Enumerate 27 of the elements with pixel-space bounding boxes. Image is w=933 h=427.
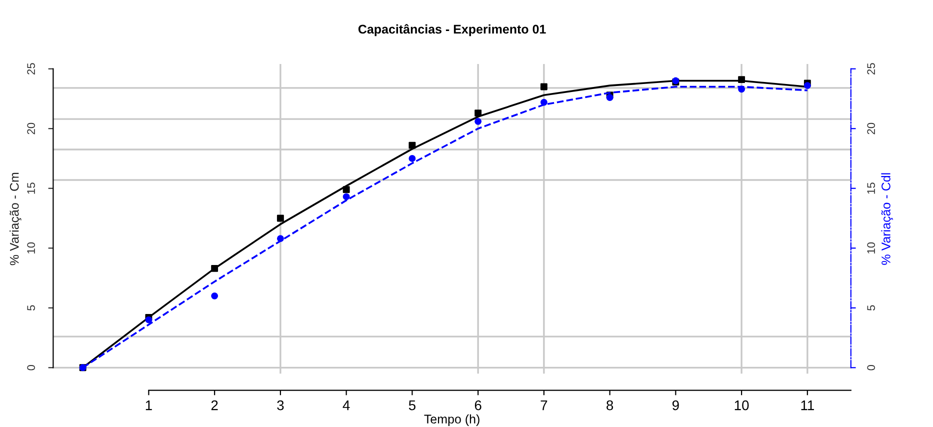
x-tick-label: 6: [474, 400, 482, 410]
y-tick-label: 20: [27, 122, 36, 134]
y-tick-label: 10: [27, 242, 36, 254]
chart-title: Capacitâncias - Experimento 01: [358, 24, 546, 36]
x-tick-label: 10: [734, 400, 749, 410]
x-tick-label: 4: [342, 400, 350, 410]
y2-tick-label: 20: [867, 122, 876, 134]
y2-axis-title: % Variação - Cdl: [881, 173, 893, 265]
x-tick-label: 7: [540, 400, 548, 410]
x-tick-label: 9: [672, 400, 679, 410]
x-tick-label: 8: [606, 400, 614, 410]
y2-tick-label: 15: [867, 182, 876, 194]
y-tick-label: 5: [27, 305, 36, 311]
x-tick-label: 2: [211, 400, 218, 410]
y2-tick-label: 0: [867, 364, 876, 370]
x-tick-label: 5: [408, 400, 416, 410]
y-tick-label: 15: [27, 182, 36, 194]
y2-tick-label: 10: [867, 242, 876, 254]
x-tick-label: 11: [801, 400, 814, 410]
x-axis-title: Tempo (h): [424, 414, 480, 426]
y-tick-label: 0: [27, 364, 36, 370]
y2-tick-label: 25: [867, 63, 876, 74]
x-tick-label: 3: [277, 400, 284, 410]
y-axis-title: % Variação - Cm: [10, 172, 22, 266]
x-tick-label: 1: [146, 400, 152, 410]
y-tick-label: 25: [27, 63, 36, 74]
y2-tick-label: 5: [867, 305, 876, 311]
